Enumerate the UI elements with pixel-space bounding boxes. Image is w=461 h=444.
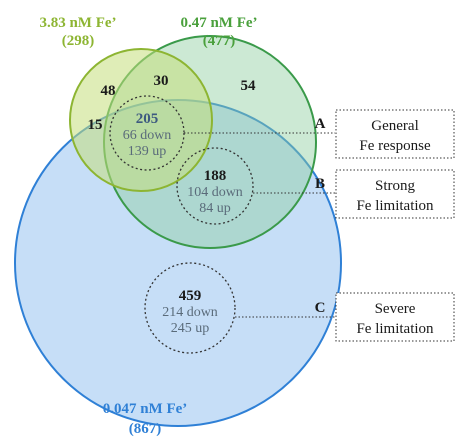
annotation-box-c: Severe Fe limitation <box>335 292 455 342</box>
annotation-c-line1: Severe <box>375 301 416 317</box>
severe-up: 245 up <box>171 321 210 336</box>
general-down: 66 down <box>123 128 172 143</box>
annotation-box-b: Strong Fe limitation <box>335 169 455 219</box>
general-up: 139 up <box>128 144 167 159</box>
general-total: 205 <box>136 111 159 127</box>
strong-down: 104 down <box>187 185 243 200</box>
region-383-047: 30 <box>154 73 169 89</box>
region-383-0047: 15 <box>88 117 103 133</box>
annotation-box-a: General Fe response <box>335 109 455 159</box>
strong-total: 188 <box>204 168 227 184</box>
letter-b: B <box>315 176 325 192</box>
label-0047-nm: 0.047 nM Fe’ <box>103 401 188 417</box>
annotation-a-line2: Fe response <box>359 138 431 154</box>
annotation-b-line1: Strong <box>375 178 416 194</box>
letter-c: C <box>315 300 326 316</box>
group-circle-severe <box>144 262 236 354</box>
annotation-b-line2: Fe limitation <box>356 198 434 214</box>
count-0047-nm: (867) <box>129 421 162 437</box>
count-047-nm: (477) <box>203 33 236 49</box>
strong-up: 84 up <box>199 201 231 216</box>
region-only-047: 54 <box>241 78 257 94</box>
letter-a: A <box>315 116 326 132</box>
label-383-nm: 3.83 nM Fe’ <box>39 15 116 31</box>
label-047-nm: 0.47 nM Fe’ <box>180 15 257 31</box>
severe-down: 214 down <box>162 305 218 320</box>
severe-total: 459 <box>179 288 202 304</box>
group-circle-strong <box>176 147 254 225</box>
annotation-c-line2: Fe limitation <box>356 321 434 337</box>
region-only-383: 48 <box>101 83 116 99</box>
annotation-a-line1: General <box>371 118 418 134</box>
count-383-nm: (298) <box>62 33 95 49</box>
